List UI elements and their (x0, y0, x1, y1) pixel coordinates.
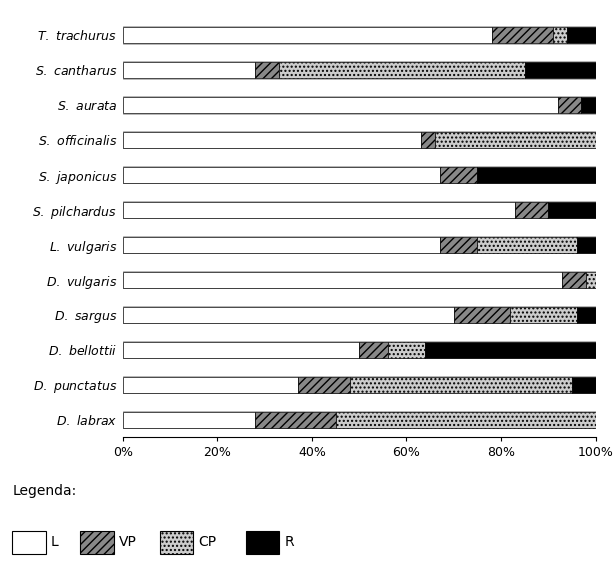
Bar (123, 412, 255, 428)
Bar (586, 272, 596, 288)
Text: CP: CP (198, 535, 217, 549)
Bar (478, 237, 577, 253)
Bar (123, 237, 440, 253)
Bar (572, 377, 596, 393)
Bar (123, 272, 562, 288)
Text: R: R (284, 535, 294, 549)
Bar (298, 377, 350, 393)
Bar (123, 202, 515, 217)
Bar (548, 202, 596, 217)
Bar (387, 342, 426, 357)
Bar (255, 412, 335, 428)
Bar (562, 272, 586, 288)
Bar (558, 97, 581, 113)
Bar (123, 62, 255, 78)
Bar (524, 62, 596, 78)
Bar (510, 307, 577, 323)
Bar (577, 307, 596, 323)
Bar (123, 167, 440, 183)
Bar (123, 27, 492, 43)
Bar (454, 307, 510, 323)
Bar (123, 132, 421, 148)
Bar (421, 132, 435, 148)
Bar (123, 307, 454, 323)
Bar (567, 27, 596, 43)
Bar (123, 377, 298, 393)
Bar (478, 167, 596, 183)
Bar (440, 167, 478, 183)
Bar (553, 27, 567, 43)
Bar (279, 62, 524, 78)
Bar (492, 27, 553, 43)
Bar (359, 342, 387, 357)
Bar (440, 237, 478, 253)
Bar (255, 62, 279, 78)
Bar (123, 97, 558, 113)
Bar (515, 202, 548, 217)
Bar (350, 377, 572, 393)
Bar (581, 97, 596, 113)
Bar (335, 412, 596, 428)
Bar (123, 342, 359, 357)
Bar (577, 237, 596, 253)
Bar (435, 132, 596, 148)
Text: Legenda:: Legenda: (12, 484, 77, 498)
Text: L: L (51, 535, 59, 549)
Bar (426, 342, 596, 357)
Text: VP: VP (119, 535, 136, 549)
